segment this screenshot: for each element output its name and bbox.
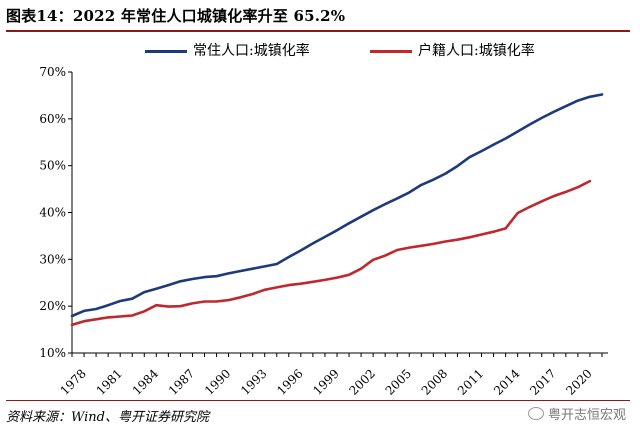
x-tick-label: 1990 xyxy=(202,366,233,397)
x-tick-label: 2002 xyxy=(347,366,378,397)
x-tick-label: 1993 xyxy=(238,366,269,397)
x-tick-label: 2014 xyxy=(491,366,523,398)
x-tick-label: 2020 xyxy=(563,366,594,397)
y-tick-label: 60% xyxy=(39,112,66,126)
legend-label-series-2: 户籍人口:城镇化率 xyxy=(418,43,535,59)
wechat-icon xyxy=(527,407,544,420)
y-tick-label: 70% xyxy=(39,65,66,79)
watermark-text: 粤开志恒宏观 xyxy=(547,408,626,423)
x-tick-label: 2005 xyxy=(383,366,414,397)
x-tick-label: 2011 xyxy=(455,366,486,397)
watermark: 粤开志恒宏观 xyxy=(527,404,626,423)
x-tick-label: 1996 xyxy=(274,366,305,397)
legend-label-series-1: 常住人口:城镇化率 xyxy=(193,43,310,59)
y-tick-label: 30% xyxy=(39,252,66,266)
y-tick-label: 20% xyxy=(39,299,66,313)
source-rule xyxy=(6,400,630,401)
x-tick-label: 1984 xyxy=(130,366,162,398)
x-tick-label: 1987 xyxy=(166,366,197,397)
page-title: 图表14：2022 年常住人口城镇化率升至 65.2% xyxy=(6,7,346,25)
x-tick-label: 1999 xyxy=(310,366,341,397)
legend-swatch-series-1 xyxy=(145,50,187,53)
legend-swatch-series-2 xyxy=(370,50,412,53)
x-tick-label: 2008 xyxy=(419,366,450,397)
x-tick-label: 1978 xyxy=(57,366,88,397)
x-tick-label: 1981 xyxy=(94,366,125,397)
y-tick-label: 10% xyxy=(39,346,66,360)
y-tick-label: 50% xyxy=(39,159,66,173)
x-tick-label: 2017 xyxy=(527,366,558,397)
title-rule xyxy=(6,30,630,32)
y-tick-label: 40% xyxy=(39,206,66,220)
series-line-2 xyxy=(70,179,592,327)
source-note: 资料来源：Wind、粤开证券研究院 xyxy=(6,410,209,425)
series-line-1 xyxy=(70,93,604,318)
chart-plot: 10%20%30%40%50%60%70%1978 1981 1984 1987 199… xyxy=(39,65,608,398)
